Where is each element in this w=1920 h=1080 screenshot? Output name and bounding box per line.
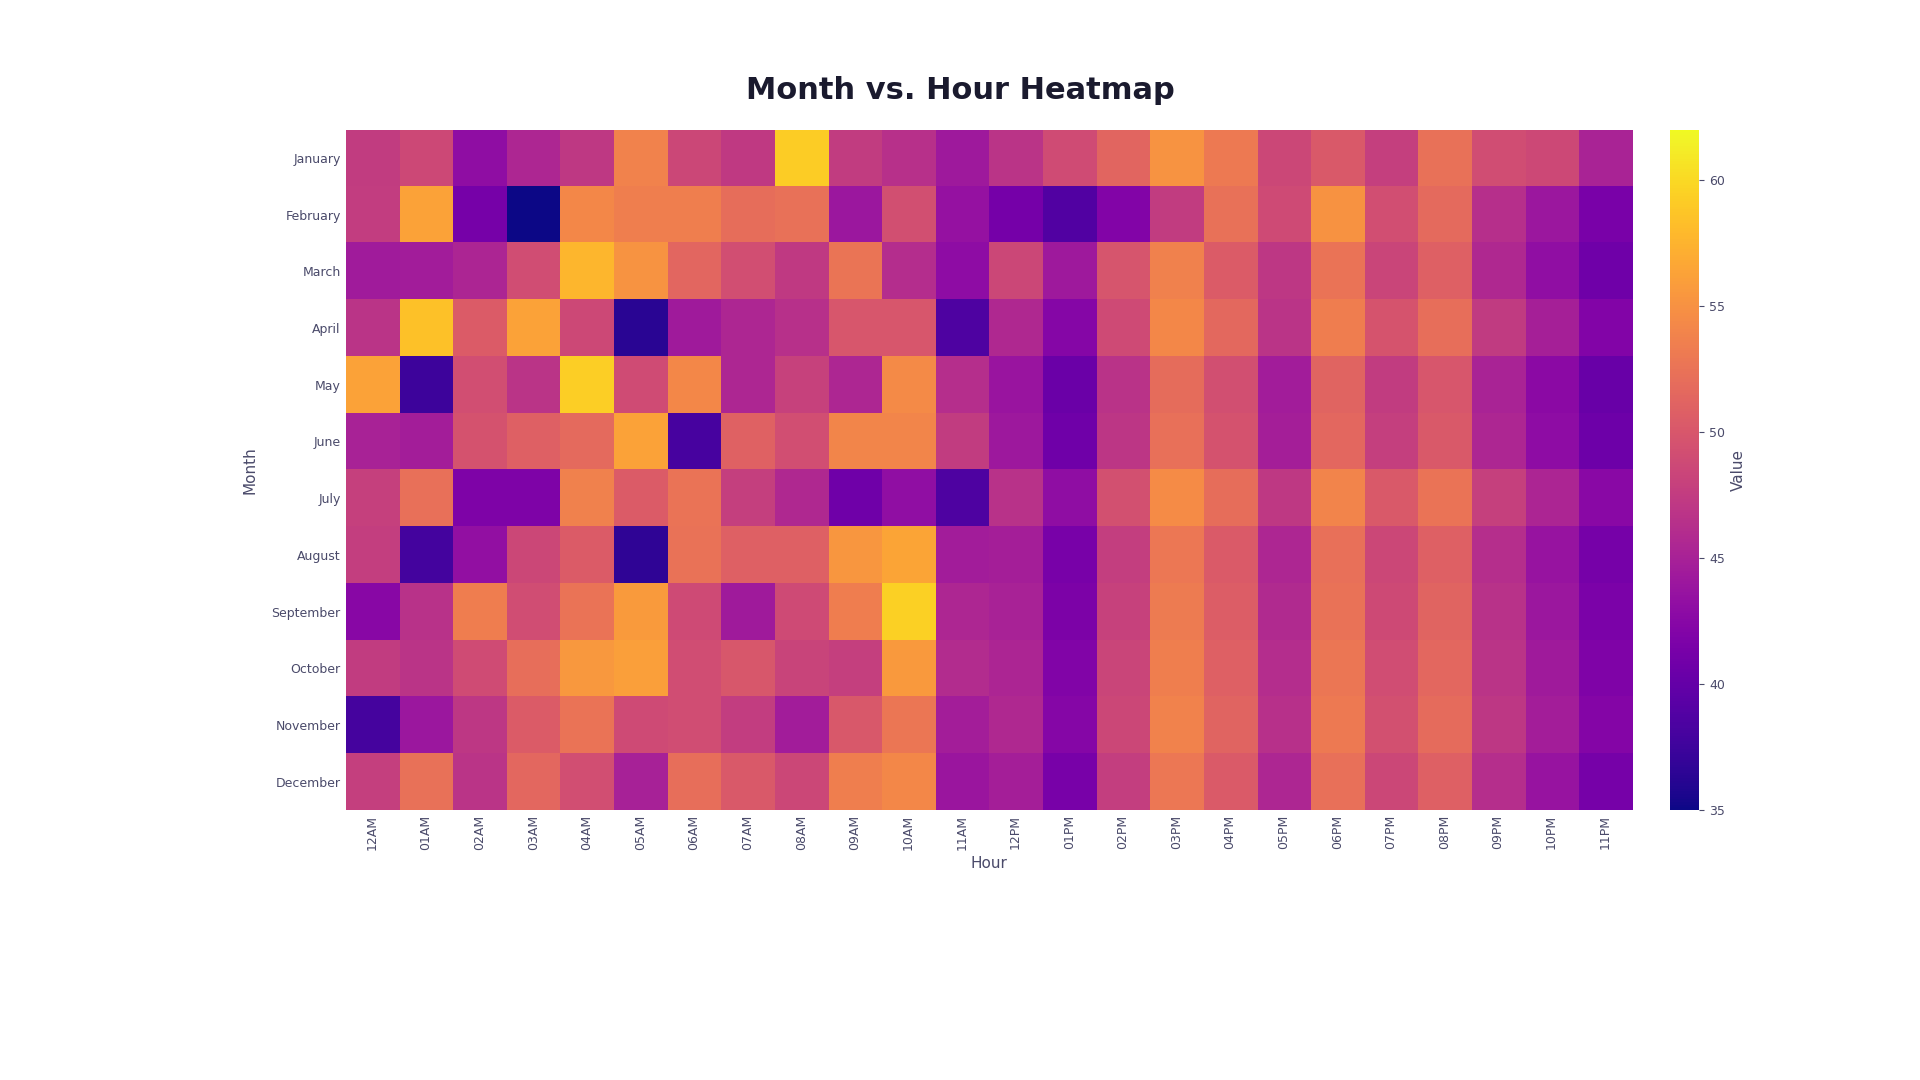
Y-axis label: Month: Month — [242, 446, 257, 494]
X-axis label: Hour: Hour — [970, 855, 1008, 870]
Text: Month vs. Hour Heatmap: Month vs. Hour Heatmap — [745, 76, 1175, 105]
Y-axis label: Value: Value — [1730, 449, 1745, 490]
